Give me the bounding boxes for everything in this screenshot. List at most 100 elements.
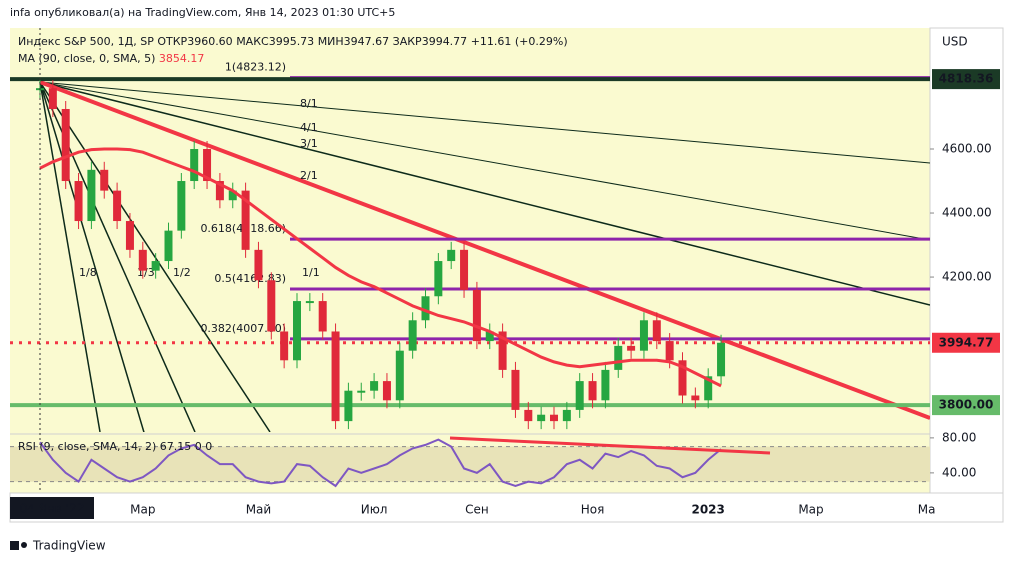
gann-label: 4/1 [300, 121, 318, 134]
gann-label: 1/8 [79, 266, 97, 279]
legend-ma: MA (90, close, 0, SMA, 5) 3854.17 [18, 52, 204, 65]
gann-line [39, 81, 930, 164]
candle-body [614, 345, 623, 370]
y-tick-label: 4400.00 [942, 206, 992, 220]
candle-body [228, 190, 237, 201]
brand: TradingView [32, 539, 106, 553]
level-label: 3800.00 [939, 398, 994, 412]
rsi-trend-line [449, 436, 771, 455]
legend-series: Индекс S&P 500, 1Д, SP [18, 35, 154, 48]
candle-body [421, 296, 430, 321]
gann-label: 8/1 [300, 97, 318, 110]
legend-ohlc: ЗАКР3994.77 [393, 35, 468, 48]
legend-ohlc: МИН3947.67 [318, 35, 389, 48]
logo [10, 541, 27, 550]
candle-body [511, 369, 520, 410]
rsi-line [39, 438, 722, 488]
candle-body [164, 230, 173, 262]
x-tick-label: Сен [465, 503, 489, 517]
level-label: 3994.77 [939, 335, 994, 349]
gann-label: 3/1 [300, 137, 318, 150]
x-tick-label: Май [246, 503, 272, 517]
x-tick-label: Ма [918, 503, 936, 517]
rsi-band [10, 446, 930, 482]
candle-body [601, 369, 610, 401]
level-badge [932, 395, 1000, 416]
gann-label: 2/1 [300, 169, 318, 182]
candle-body [100, 169, 109, 191]
legend-ohlc: МАКС3995.73 [236, 35, 314, 48]
y-tick-label: 4200.00 [942, 270, 992, 284]
x-tick-label: Мар [130, 503, 155, 517]
candle-body [74, 181, 83, 222]
gann-line [39, 81, 145, 432]
candle-body [357, 390, 366, 393]
candle-body [125, 221, 134, 250]
candle-body [588, 381, 597, 401]
rsi-title: RSI (9, close, SMA, 14, 2) [18, 440, 156, 453]
legend-series: MA (90, close, 0, SMA, 5) [18, 52, 155, 65]
candle-body [395, 350, 404, 401]
candle-body [717, 342, 726, 377]
y-tick-label: 80.00 [942, 430, 976, 444]
candle-body [537, 414, 546, 422]
candle-body [267, 280, 276, 332]
candle-body [562, 409, 571, 422]
publisher: infa опубликовал(а) на TradingView.com, … [10, 6, 395, 19]
cursor-date-badge [10, 497, 94, 519]
plot-background [10, 28, 930, 493]
candle-body [382, 381, 391, 401]
candle-body [293, 301, 301, 361]
y-tick-label: 40.00 [942, 465, 976, 479]
price-pane: 8/14/13/12/11/11/21/31/81(4823.12)0.618(… [10, 61, 930, 432]
rsi-legend: RSI (9, close, SMA, 14, 2) 67.15 0 0 [18, 440, 212, 453]
currency: USD [942, 35, 968, 49]
candle-body [113, 190, 122, 222]
candle-body [408, 320, 417, 351]
candle-body [151, 261, 160, 271]
candle-body [447, 249, 456, 262]
legend-ohlc: ОТКР3960.60 [157, 35, 232, 48]
candle-body [61, 108, 70, 182]
candle-body [678, 360, 687, 396]
candle-body [485, 331, 494, 342]
candle-body [254, 249, 263, 281]
gann-label: 1/2 [173, 266, 191, 279]
x-tick-label: 2023 [691, 503, 724, 517]
candle-body [704, 376, 713, 401]
x-tick-label: Июл [361, 503, 388, 517]
candle-body [280, 331, 289, 361]
price-axis [929, 27, 1004, 494]
candle-body [48, 88, 57, 109]
gann-line [39, 81, 101, 432]
legend-main: Индекс S&P 500, 1Д, SP ОТКР3960.60 МАКС3… [18, 35, 568, 48]
legend-ma-value: 3854.17 [159, 52, 205, 65]
candle-body [498, 331, 507, 370]
candle-body [472, 289, 481, 342]
candle-body [190, 149, 199, 182]
level-label: 4818.36 [939, 72, 994, 86]
candle-body [575, 381, 584, 410]
candle-body [344, 390, 353, 422]
x-tick-label: Мар [798, 503, 823, 517]
legend-ohlc: +11.61 (+0.29%) [471, 35, 568, 48]
candle-body [550, 414, 558, 422]
rsi-values: 67.15 0 0 [160, 440, 212, 453]
candle-body [652, 320, 661, 342]
ma-line [39, 147, 722, 388]
gann-line [39, 81, 271, 432]
candle-body [524, 409, 533, 422]
level-badge [932, 332, 1000, 353]
candle-body [627, 345, 636, 351]
fib-label: 1(4823.12) [225, 61, 286, 74]
candle-body [665, 341, 674, 361]
gann-line [39, 81, 930, 306]
candle-body [87, 169, 96, 222]
candle-body [460, 249, 469, 290]
x-tick-label: Ноя [581, 503, 605, 517]
gann-line [39, 81, 930, 241]
candle-body [370, 381, 379, 391]
fib-label: 0.382(4007.00) [200, 322, 286, 335]
